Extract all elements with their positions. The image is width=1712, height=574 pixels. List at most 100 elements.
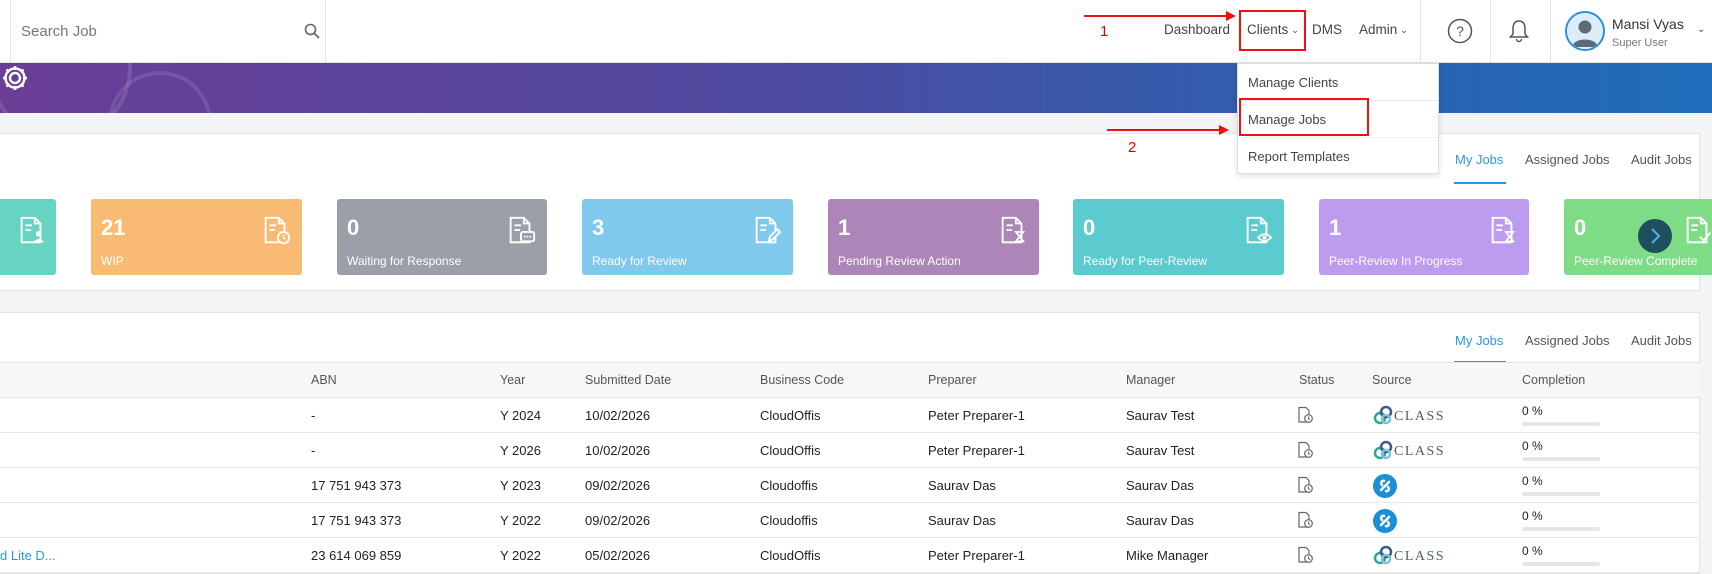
cell-year: Y 2024: [500, 408, 541, 423]
tab-underline: [1454, 182, 1506, 184]
next-cards-button[interactable]: [1638, 219, 1672, 253]
col-source[interactable]: Source: [1372, 373, 1412, 387]
tab-assigned-jobs[interactable]: Assigned Jobs: [1525, 152, 1610, 167]
divider: [1490, 0, 1491, 63]
nav-admin-label: Admin: [1359, 22, 1398, 37]
cell-abn: 17 751 943 373: [311, 513, 402, 528]
cell-manager: Saurav Das: [1126, 478, 1194, 493]
status-card[interactable]: 21 WIP: [91, 199, 302, 275]
menu-item-report-templates[interactable]: Report Templates: [1248, 149, 1350, 164]
bell-icon[interactable]: [1505, 17, 1533, 45]
tab-my-jobs[interactable]: My Jobs: [1455, 333, 1504, 348]
nav-clients[interactable]: Clients ⌄: [1247, 22, 1299, 37]
user-role: Super User: [1612, 37, 1668, 49]
avatar[interactable]: [1565, 11, 1605, 51]
cell-name[interactable]: d Lite D...: [0, 548, 56, 563]
tab-assigned-jobs[interactable]: Assigned Jobs: [1525, 333, 1610, 348]
status-card-label: Waiting for Response: [347, 254, 462, 268]
annotation-step-1: 1: [1100, 23, 1109, 40]
user-icon: [1567, 13, 1603, 49]
col-business-code[interactable]: Business Code: [760, 373, 845, 387]
arrow-right-icon: [1084, 11, 1236, 21]
cell-year: Y 2026: [500, 443, 541, 458]
cell-abn: 23 614 069 859: [311, 548, 402, 563]
divider: [1420, 0, 1421, 63]
doc-clock-icon[interactable]: [1296, 476, 1314, 494]
menu-item-manage-clients[interactable]: Manage Clients: [1238, 64, 1438, 101]
doc-clock-icon[interactable]: [1296, 546, 1314, 564]
class-source-logo: CLASS: [1372, 439, 1444, 461]
status-card-label: Ready for Review: [592, 254, 687, 268]
status-card[interactable]: 3 Ready for Review: [582, 199, 793, 275]
arrow-right-icon: [1107, 125, 1229, 135]
table-row[interactable]: d Lite D... 23 614 069 859 Y 2022 05/02/202…: [0, 538, 1700, 573]
col-manager[interactable]: Manager: [1126, 373, 1176, 387]
col-preparer[interactable]: Preparer: [928, 373, 977, 387]
col-year[interactable]: Year: [500, 373, 526, 387]
status-card-count: 1: [1329, 215, 1342, 240]
table-row[interactable]: 17 751 943 373 Y 2023 09/02/2026 Cloudoffis…: [0, 468, 1700, 503]
cell-preparer: Peter Preparer-1: [928, 408, 1025, 423]
completion-bar: [1522, 422, 1600, 426]
status-card[interactable]: 1 Peer-Review In Progress: [1319, 199, 1529, 275]
class-logo-icon: [1373, 440, 1393, 460]
table-row[interactable]: - Y 2026 10/02/2026 CloudOffis Peter Prepare…: [0, 433, 1700, 468]
table-row[interactable]: - Y 2024 10/02/2026 CloudOffis Peter Prepare…: [0, 398, 1700, 433]
class-logo-text: CLASS: [1394, 409, 1446, 424]
col-submitted-date[interactable]: Submitted Date: [585, 373, 672, 387]
search-icon[interactable]: [303, 22, 321, 40]
nav-admin[interactable]: Admin ⌄: [1359, 22, 1408, 37]
menu-item-manage-jobs[interactable]: Manage Jobs: [1238, 101, 1438, 138]
cell-preparer: Peter Preparer-1: [928, 443, 1025, 458]
chevron-down-icon[interactable]: ⌄: [1697, 24, 1706, 35]
status-card[interactable]: [0, 199, 56, 275]
col-status[interactable]: Status: [1299, 373, 1335, 387]
help-icon[interactable]: ?: [1446, 17, 1474, 45]
cell-manager: Saurav Test: [1126, 443, 1195, 458]
cell-business-code: CloudOffis: [760, 443, 821, 458]
nav-dashboard[interactable]: Dashboard: [1164, 22, 1231, 37]
class-logo-icon: [1373, 545, 1393, 565]
tab-audit-jobs[interactable]: Audit Jobs: [1631, 152, 1692, 167]
doc-clock-icon[interactable]: [1296, 406, 1314, 424]
status-card-label: Ready for Peer-Review: [1083, 254, 1208, 268]
cell-preparer: Saurav Das: [928, 513, 996, 528]
status-card[interactable]: 0 Waiting for Response: [337, 199, 547, 275]
doc-edit-icon: [755, 216, 782, 244]
status-card[interactable]: 0 Ready for Peer-Review: [1073, 199, 1284, 275]
status-card-label: WIP: [101, 254, 124, 268]
completion-percent: 0 %: [1522, 439, 1543, 453]
cell-abn: 17 751 943 373: [311, 478, 402, 493]
status-card[interactable]: 1 Pending Review Action: [828, 199, 1039, 275]
tab-audit-jobs[interactable]: Audit Jobs: [1631, 333, 1692, 348]
divider: [1550, 0, 1551, 63]
status-card-count: 1: [838, 215, 851, 240]
col-completion[interactable]: Completion: [1522, 373, 1586, 387]
status-card-label: Pending Review Action: [838, 254, 961, 268]
user-name[interactable]: Mansi Vyas: [1612, 16, 1684, 32]
doc-clock-icon[interactable]: [1296, 511, 1314, 529]
cell-year: Y 2022: [500, 548, 541, 563]
class-logo-text: CLASS: [1394, 549, 1446, 564]
cell-business-code: CloudOffis: [760, 548, 821, 563]
col-abn[interactable]: ABN: [311, 373, 337, 387]
nav-dms[interactable]: DMS: [1312, 22, 1342, 37]
status-card-count: 0: [1083, 215, 1096, 240]
cell-manager: Saurav Das: [1126, 513, 1194, 528]
chevron-right-icon: [1651, 228, 1661, 244]
table-header: ABN Year Submitted Date Business Code Pr…: [0, 362, 1700, 398]
annotation-step-2: 2: [1128, 139, 1137, 156]
class-logo-text: CLASS: [1394, 444, 1446, 459]
cell-business-code: Cloudoffis: [760, 478, 818, 493]
gear-icon[interactable]: [0, 63, 30, 93]
doc-clock-icon[interactable]: [1296, 441, 1314, 459]
search-input[interactable]: [21, 18, 281, 44]
completion-bar: [1522, 457, 1600, 461]
completion-bar: [1522, 492, 1600, 496]
clients-dropdown-menu: Manage Clients Manage Jobs Report Templa…: [1237, 63, 1439, 174]
class-source-logo: CLASS: [1372, 404, 1444, 426]
table-row[interactable]: 17 751 943 373 Y 2022 09/02/2026 Cloudoffis…: [0, 503, 1700, 538]
tab-my-jobs[interactable]: My Jobs: [1455, 152, 1504, 167]
nav-clients-label: Clients: [1247, 22, 1289, 37]
